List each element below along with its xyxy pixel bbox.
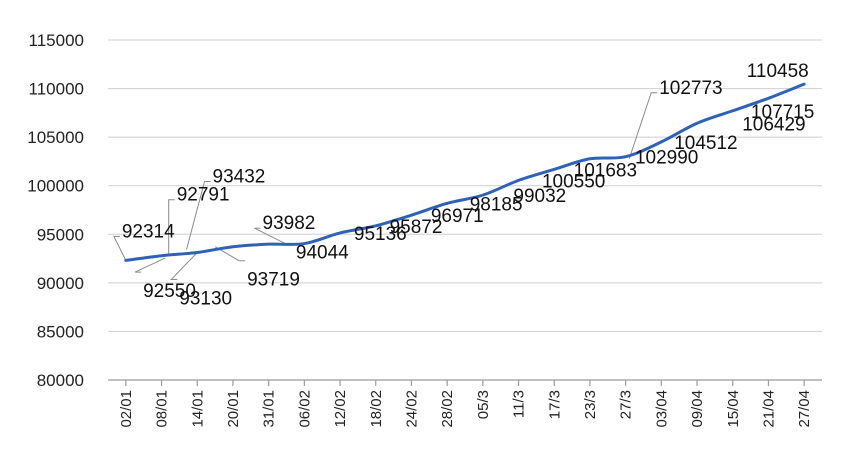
series-layer [124,82,806,262]
data-label: 104512 [674,133,737,154]
x-tick-label: 02/01 [118,390,135,428]
gridlines [108,39,822,381]
y-tick-label: 95000 [37,225,84,244]
x-tick-label: 08/01 [154,390,171,428]
x-tick-label: 28/02 [439,390,456,428]
x-tick-label: 21/04 [760,390,777,428]
x-tick-label: 15/04 [725,390,742,428]
x-tick-label: 14/01 [189,390,206,428]
leader-line [170,252,198,280]
x-tick-label: 27/04 [796,390,813,428]
leader-line [628,92,658,159]
x-axis-ticks: 02/01 08/01 14/01 20/01 31/01 06/02 12/02 18/02… [118,380,813,428]
y-tick-label: 115000 [29,31,84,50]
x-tick-label: 09/04 [689,390,706,428]
data-label: 92314 [122,221,175,242]
series-line [124,82,806,262]
y-tick-label: 80000 [37,371,84,390]
x-tick-label: 27/3 [618,390,635,419]
leader-line [214,246,246,262]
leader-line [254,227,287,245]
x-tick-label: 31/01 [261,390,278,428]
leader-line [134,257,166,273]
label-leader-lines [113,92,658,280]
data-label: 93719 [247,270,300,291]
data-label: 94044 [296,243,349,264]
data-label: 93130 [179,288,232,309]
x-tick-label: 05/3 [475,390,492,419]
y-tick-label: 90000 [37,274,84,293]
x-tick-label: 18/02 [368,390,385,428]
data-label: 92550 [143,281,196,302]
data-label: 98185 [470,194,523,215]
data-label: 102990 [635,148,698,169]
y-axis-ticks: 115000 110000 105000 100000 95000 90000 85000 8… [27,31,84,390]
data-label: 100550 [542,171,605,192]
leader-line [113,235,127,261]
data-label: 106429 [742,114,805,135]
data-label: 102773 [659,78,722,99]
x-tick-label: 20/01 [225,390,242,428]
leader-line [168,199,175,256]
y-tick-label: 110000 [29,80,84,99]
x-tick-label: 06/02 [296,390,313,428]
y-tick-label: 105000 [27,128,84,147]
data-label: 107715 [751,102,814,123]
y-tick-label: 85000 [37,322,84,341]
y-tick-label: 100000 [27,177,84,196]
data-label: 101683 [574,160,637,181]
x-tick-label: 12/02 [332,390,349,428]
data-label: 93982 [263,213,316,234]
x-tick-label: 17/3 [546,390,563,419]
data-label: 110458 [747,61,809,82]
data-label: 95136 [354,224,407,245]
data-label: 96971 [431,206,484,227]
data-label: 95872 [390,217,443,238]
x-tick-label: 11/3 [511,390,528,418]
x-tick-label: 23/3 [582,390,599,419]
data-label: 92791 [177,185,230,206]
data-label: 93432 [213,167,266,188]
x-tick-label: 24/02 [403,390,420,428]
x-tick-label: 03/04 [653,390,670,428]
leader-line [186,181,211,250]
data-label: 99032 [513,186,566,207]
